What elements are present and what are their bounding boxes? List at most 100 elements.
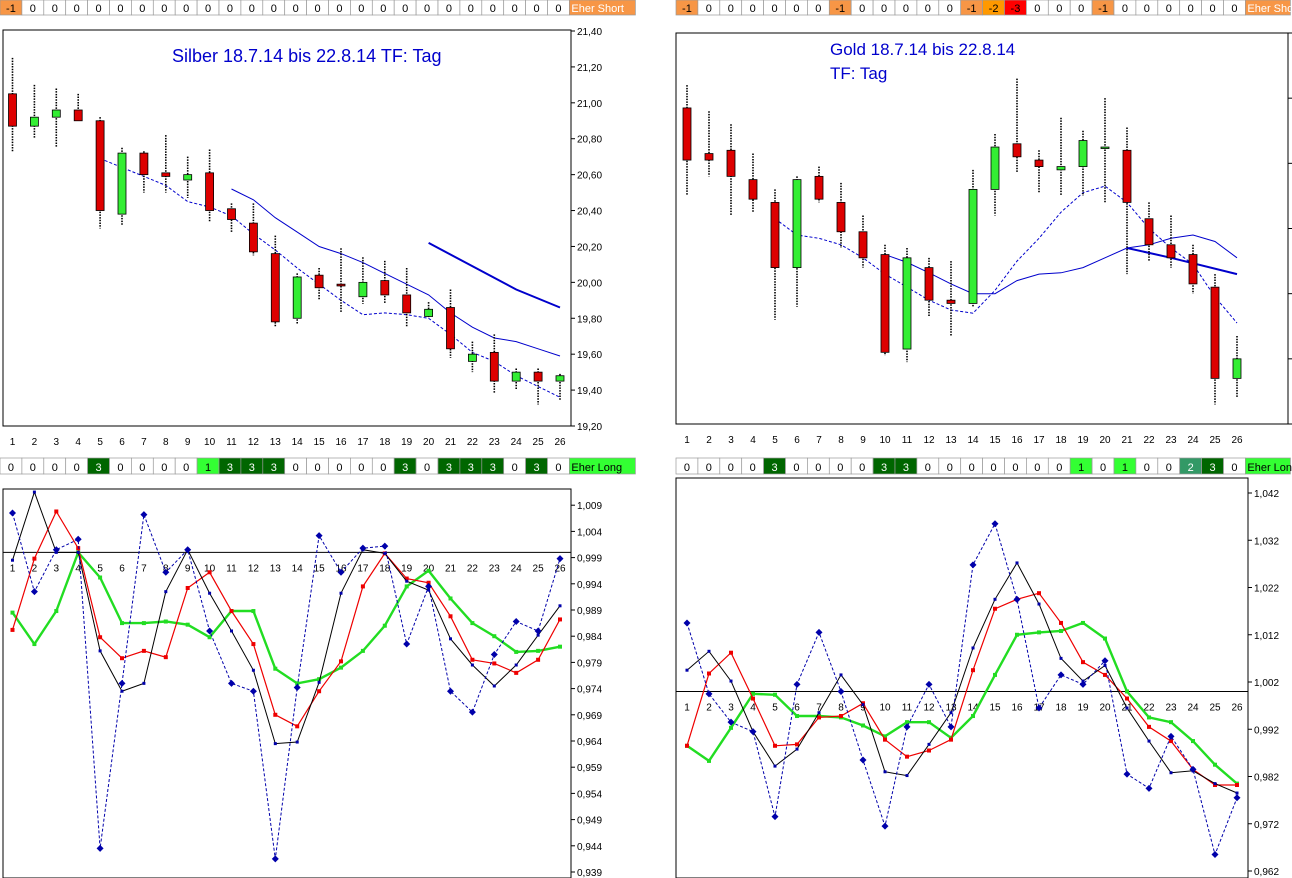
gold-osc-series-red-point xyxy=(1081,660,1085,665)
gold-osc-series-red-point xyxy=(1059,620,1063,625)
silver-candle-body xyxy=(402,294,412,314)
sig-bottom-left-cell-value: 0 xyxy=(117,462,123,474)
gold-osc-x-tick-label: 13 xyxy=(945,702,957,713)
gold-candle-body xyxy=(704,153,714,161)
silver-osc-series-green-point xyxy=(404,584,409,589)
silver-osc-series-black-point xyxy=(120,689,124,693)
sig-top-right-cell-value: 0 xyxy=(815,3,821,15)
silver-x-tick-label: 17 xyxy=(357,437,369,448)
silver-osc-series-red-point xyxy=(10,627,15,632)
silver-osc-x-tick-label: 5 xyxy=(97,563,103,574)
gold-osc-x-tick-label: 1 xyxy=(684,702,690,713)
gold-osc-series-black-point xyxy=(707,649,711,653)
gold-ma-solid-line xyxy=(884,234,1238,295)
gold-osc-series-green-point xyxy=(971,714,975,719)
sig-bottom-right-cell-value: 2 xyxy=(1188,462,1194,474)
gold-osc-series-black-point xyxy=(729,679,733,683)
gold-osc-series-blue_dashed-point xyxy=(771,813,779,821)
sig-top-right-cell-value: -1 xyxy=(967,3,977,15)
gold-osc-x-tick-label: 8 xyxy=(838,702,844,713)
gold-x-tick-label: 9 xyxy=(860,435,866,446)
gold-osc-series-blue_dashed-point xyxy=(1211,850,1219,858)
gold-osc-series-red-point xyxy=(839,714,843,719)
silver-x-tick-label: 22 xyxy=(467,437,479,448)
sig-bottom-right-cell-value: 0 xyxy=(1100,462,1106,474)
gold-osc-series-black-point xyxy=(839,673,843,677)
sig-bottom-right-cell-value: 1 xyxy=(1078,462,1084,474)
silver-osc-series-black-point xyxy=(492,684,496,688)
gold-osc-series-red-point xyxy=(1169,739,1173,744)
silver-x-tick-label: 14 xyxy=(292,437,304,448)
silver-osc-series-black-point xyxy=(251,668,255,672)
silver-osc-series-black-point xyxy=(470,663,474,667)
sig-bottom-left-cell-value: 3 xyxy=(446,462,452,474)
gold-osc-y-tick-label: 0,992 xyxy=(1254,725,1279,736)
sig-bottom-right-cell-value: 0 xyxy=(1166,462,1172,474)
gold-x-tick-label: 21 xyxy=(1121,435,1133,446)
silver-x-tick-label: 8 xyxy=(163,437,169,448)
gold-osc-series-blue_dashed-point xyxy=(705,690,713,698)
gold-osc-series-blue_dashed-point xyxy=(881,822,889,830)
sig-bottom-left-cell-value: 0 xyxy=(380,462,386,474)
sig-bottom-left-cell-value: 0 xyxy=(139,462,145,474)
silver-x-tick-label: 5 xyxy=(97,437,103,448)
silver-y-tick-label: 21,20 xyxy=(577,63,602,74)
sig-bottom-left-cell-value: 0 xyxy=(161,462,167,474)
sig-top-right-cell-value: 0 xyxy=(1188,3,1194,15)
gold-osc-series-green-point xyxy=(795,714,799,719)
silver-candle-body xyxy=(161,172,171,177)
gold-x-tick-label: 18 xyxy=(1055,435,1067,446)
silver-candle-body xyxy=(380,280,390,296)
gold-osc-series-red-point xyxy=(1125,696,1129,701)
silver-osc-series-blue_dashed-point xyxy=(30,588,38,596)
gold-x-tick-label: 22 xyxy=(1143,435,1155,446)
sig-bottom-left-cell-value: 0 xyxy=(293,462,299,474)
silver-osc-series-green-point xyxy=(448,596,453,601)
silver-x-tick-label: 3 xyxy=(54,437,60,448)
sig-top-right-cell-value: 0 xyxy=(1209,3,1215,15)
silver-osc-series-red-point xyxy=(120,656,124,661)
gold-osc-x-tick-label: 18 xyxy=(1055,702,1067,713)
gold-candle-body xyxy=(1078,140,1088,167)
silver-osc-y-tick-label: 0,969 xyxy=(577,711,602,722)
gold-x-tick-label: 16 xyxy=(1011,435,1023,446)
sig-top-left-cell-value: 0 xyxy=(512,3,518,15)
silver-osc-series-red-point xyxy=(470,657,475,662)
silver-osc-series-red-point xyxy=(404,576,409,581)
silver-osc-series-red-point xyxy=(32,556,37,561)
sig-bottom-left-cell-value: 0 xyxy=(358,462,364,474)
silver-y-tick-label: 21,00 xyxy=(577,99,602,110)
silver-y-tick-label: 19,40 xyxy=(577,386,602,397)
gold-osc-x-tick-label: 20 xyxy=(1099,702,1111,713)
gold-osc-series-black-point xyxy=(883,770,887,774)
gold-plot-area xyxy=(675,32,1289,425)
silver-osc-series-green-point xyxy=(317,677,322,682)
sig-bottom-right-label: Eher Long xyxy=(1247,462,1292,474)
gold-candle-body xyxy=(836,202,846,233)
silver-osc-series-green-point xyxy=(360,648,365,653)
silver-candle-body xyxy=(336,283,346,287)
silver-candle-body xyxy=(533,371,543,382)
gold-osc-series-green-point xyxy=(1169,720,1173,725)
gold-candle-body xyxy=(1166,244,1176,259)
sig-bottom-right-cell-value: 1 xyxy=(1122,462,1128,474)
silver-osc-series-red-point xyxy=(295,724,300,729)
gold-x-tick-label: 2 xyxy=(706,435,712,446)
sig-top-left-cell-value: 0 xyxy=(95,3,101,15)
silver-osc-x-tick-label: 22 xyxy=(467,563,479,574)
silver-osc-y-tick-label: 0,979 xyxy=(577,658,602,669)
silver-candle-body xyxy=(95,120,105,211)
gold-osc-series-blue_dashed-point xyxy=(969,561,977,569)
gold-candle-body xyxy=(1012,143,1022,158)
silver-osc-y-tick-label: 0,974 xyxy=(577,685,602,696)
sig-bottom-left-cell-value: 0 xyxy=(424,462,430,474)
silver-osc-series-red-point xyxy=(339,659,343,664)
gold-x-tick-label: 24 xyxy=(1187,435,1199,446)
sig-bottom-right-cell-value: 3 xyxy=(771,462,777,474)
gold-osc-series-black-point xyxy=(1103,663,1107,667)
silver-osc-series-blue_dashed-point xyxy=(228,679,235,687)
silver-candle-body xyxy=(358,281,368,298)
silver-osc-series-red-point xyxy=(536,657,541,662)
gold-osc-x-tick-label: 16 xyxy=(1011,702,1023,713)
gold-x-tick-label: 6 xyxy=(794,435,800,446)
